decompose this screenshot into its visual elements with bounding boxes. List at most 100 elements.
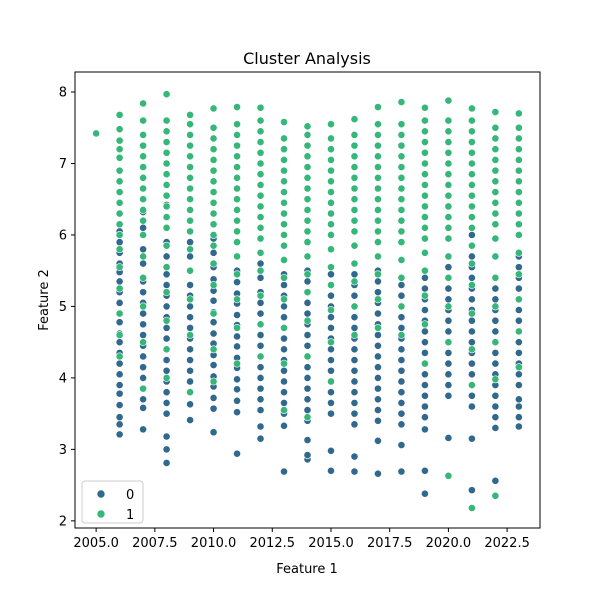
data-point-cluster-0 [491,327,500,336]
data-point-cluster-1 [514,248,523,257]
x-tick-label: 2022.5 [484,536,530,551]
data-point-cluster-1 [444,181,453,189]
data-point-cluster-1 [256,148,265,157]
data-point-cluster-1 [280,241,288,250]
data-point-cluster-1 [280,177,288,186]
data-point-cluster-1 [491,156,500,164]
data-point-cluster-0 [350,377,359,386]
data-point-cluster-1 [233,359,241,368]
data-point-cluster-0 [256,363,265,372]
data-point-cluster-1 [374,130,382,139]
data-point-cluster-1 [491,220,500,229]
data-point-cluster-0 [397,467,406,476]
x-tick-label: 2010.0 [191,536,237,551]
data-point-cluster-0 [280,467,288,476]
points-layer [92,90,523,512]
data-point-cluster-1 [115,220,124,229]
data-point-cluster-0 [115,359,124,368]
data-point-cluster-1 [514,198,523,207]
data-point-cluster-0 [421,489,429,498]
chart-title: Cluster Analysis [243,49,371,68]
data-point-cluster-1 [491,134,500,143]
data-point-cluster-1 [327,338,335,347]
data-point-cluster-1 [256,320,265,329]
data-point-cluster-1 [421,148,429,157]
data-point-cluster-1 [303,122,312,131]
data-point-cluster-1 [209,281,218,289]
data-point-cluster-1 [186,216,194,225]
data-point-cluster-0 [491,316,500,325]
data-point-cluster-1 [397,173,406,182]
data-point-cluster-1 [467,116,476,125]
data-point-cluster-1 [209,145,218,154]
data-point-cluster-0 [514,284,523,293]
data-point-cluster-1 [444,471,453,480]
data-point-cluster-1 [303,413,312,422]
data-point-cluster-1 [115,145,124,154]
data-point-cluster-0 [186,323,194,332]
data-point-cluster-1 [514,156,523,164]
data-point-cluster-0 [162,281,171,289]
data-point-cluster-1 [233,130,241,139]
data-point-cluster-1 [162,148,171,157]
data-point-cluster-1 [514,209,523,218]
data-point-cluster-0 [350,313,359,322]
data-point-cluster-0 [467,391,476,400]
data-point-cluster-1 [303,152,312,161]
data-point-cluster-1 [444,138,453,146]
data-point-cluster-0 [467,402,476,411]
data-point-cluster-1 [186,245,194,254]
data-point-cluster-1 [139,273,148,282]
data-point-cluster-0 [256,341,265,350]
data-point-cluster-0 [233,342,241,351]
data-point-cluster-1 [467,181,476,189]
data-point-cluster-0 [256,406,265,414]
data-point-cluster-1 [280,134,288,143]
data-point-cluster-1 [467,345,476,354]
data-point-cluster-0 [350,388,359,397]
data-point-cluster-1 [491,273,500,282]
data-point-cluster-1 [397,130,406,139]
data-point-cluster-1 [256,248,265,257]
legend-marker-0 [96,489,106,499]
data-point-cluster-0 [162,252,171,261]
data-point-cluster-0 [514,395,523,404]
data-point-cluster-0 [233,332,241,341]
data-point-cluster-0 [209,361,218,369]
data-point-cluster-1 [233,195,241,204]
y-axis-ticks: 2 3 4 5 6 7 8 [59,86,75,529]
data-point-cluster-0 [327,313,335,322]
data-point-cluster-0 [115,401,124,409]
data-point-cluster-0 [350,409,359,418]
data-point-cluster-1 [139,384,148,393]
data-point-cluster-1 [327,306,335,314]
data-point-cluster-1 [374,152,382,161]
data-point-cluster-1 [491,145,500,154]
data-point-cluster-0 [327,466,335,475]
data-point-cluster-1 [350,173,359,182]
data-point-cluster-0 [327,388,335,397]
data-point-cluster-1 [327,209,335,218]
legend-label-1: 1 [126,508,134,523]
data-point-cluster-1 [327,156,335,164]
data-point-cluster-1 [162,241,171,250]
data-point-cluster-0 [162,388,171,397]
data-point-cluster-0 [397,409,406,418]
data-point-cluster-0 [209,428,218,437]
data-point-cluster-1 [162,202,171,211]
data-point-cluster-1 [209,377,218,386]
data-point-cluster-0 [350,420,359,429]
data-point-cluster-1 [303,130,312,139]
data-point-cluster-0 [444,381,453,389]
data-point-cluster-1 [397,227,406,236]
data-point-cluster-1 [421,159,429,168]
data-point-cluster-0 [491,391,500,400]
data-point-cluster-0 [139,404,148,412]
data-point-cluster-1 [397,98,406,106]
data-point-cluster-1 [374,238,382,247]
data-point-cluster-1 [397,206,406,214]
data-point-cluster-0 [162,302,171,311]
data-point-cluster-0 [139,288,148,297]
data-point-cluster-0 [444,434,453,442]
